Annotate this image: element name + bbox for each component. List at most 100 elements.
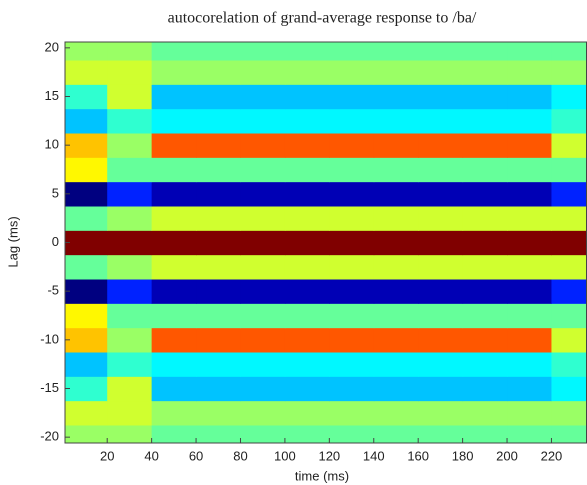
heatmap-cell bbox=[418, 157, 464, 183]
heatmap-cell bbox=[284, 327, 330, 353]
heatmap-cell bbox=[551, 206, 587, 231]
heatmap-cell bbox=[107, 351, 153, 377]
heatmap-cell bbox=[329, 157, 375, 183]
heatmap-cell bbox=[507, 230, 552, 256]
heatmap-cell bbox=[151, 303, 197, 329]
heatmap-cell bbox=[65, 84, 108, 110]
heatmap-cell bbox=[196, 133, 241, 158]
heatmap-cell bbox=[65, 303, 108, 329]
heatmap-cell bbox=[507, 84, 552, 110]
heatmap-cell bbox=[107, 42, 153, 61]
heatmap-cell bbox=[65, 42, 108, 61]
heatmap-cell bbox=[462, 157, 508, 183]
heatmap-cell bbox=[151, 376, 197, 402]
heatmap-cell bbox=[462, 400, 508, 426]
heatmap-cell bbox=[151, 157, 197, 183]
heatmap-cell bbox=[151, 108, 197, 134]
heatmap-cell bbox=[507, 254, 552, 280]
heatmap-cell bbox=[373, 400, 419, 426]
heatmap-cell bbox=[240, 424, 286, 443]
heatmap-cell bbox=[107, 181, 153, 207]
heatmap-cell bbox=[240, 181, 286, 207]
heatmap-cell bbox=[65, 206, 108, 231]
y-tick-label: 10 bbox=[45, 137, 59, 152]
x-tick-label: 180 bbox=[452, 448, 474, 463]
x-tick-label: 120 bbox=[318, 448, 340, 463]
heatmap-cell bbox=[551, 133, 587, 158]
heatmap-cell bbox=[196, 400, 241, 426]
heatmap-cell bbox=[462, 278, 508, 304]
heatmap-cell bbox=[507, 108, 552, 134]
heatmap-cell bbox=[196, 108, 241, 134]
heatmap-cell bbox=[418, 206, 464, 231]
heatmap-cell bbox=[240, 303, 286, 329]
heatmap-cell bbox=[462, 60, 508, 85]
heatmap-cell bbox=[551, 157, 587, 183]
heatmap-cell bbox=[551, 60, 587, 85]
heatmap-cell bbox=[507, 376, 552, 402]
x-tick-label: 80 bbox=[233, 448, 247, 463]
heatmap-cell bbox=[373, 108, 419, 134]
heatmap-cell bbox=[418, 400, 464, 426]
heatmap-cell bbox=[462, 351, 508, 377]
heatmap-cell bbox=[418, 133, 464, 158]
heatmap-cell bbox=[507, 351, 552, 377]
y-tick-label: -20 bbox=[40, 429, 59, 444]
heatmap-cell bbox=[240, 60, 286, 85]
heatmap-cell bbox=[507, 206, 552, 231]
y-tick-label: -10 bbox=[40, 331, 59, 346]
heatmap-cell bbox=[284, 230, 330, 256]
heatmap-cell bbox=[284, 84, 330, 110]
y-tick-label: 15 bbox=[45, 88, 59, 103]
heatmap-cell bbox=[329, 303, 375, 329]
heatmap-cell bbox=[65, 157, 108, 183]
heatmap-cell bbox=[151, 327, 197, 353]
heatmap-cell bbox=[551, 424, 587, 443]
heatmap-cell bbox=[240, 376, 286, 402]
heatmap-cell bbox=[418, 230, 464, 256]
heatmap-cell bbox=[65, 230, 108, 256]
heatmap-cell bbox=[329, 376, 375, 402]
heatmap-cell bbox=[329, 424, 375, 443]
heatmap-cell bbox=[151, 400, 197, 426]
heatmap-cell bbox=[551, 230, 587, 256]
heatmap-cell bbox=[373, 254, 419, 280]
heatmap-cell bbox=[329, 254, 375, 280]
heatmap-cell bbox=[284, 254, 330, 280]
heatmap-cell bbox=[240, 254, 286, 280]
heatmap-cell bbox=[373, 133, 419, 158]
heatmap-cell bbox=[462, 108, 508, 134]
heatmap-cell bbox=[551, 327, 587, 353]
heatmap-cell bbox=[462, 376, 508, 402]
chart-title: autocorelation of grand-average response… bbox=[168, 10, 477, 27]
heatmap-cell bbox=[284, 206, 330, 231]
heatmap-cell bbox=[284, 424, 330, 443]
heatmap-cell bbox=[65, 351, 108, 377]
heatmap-cell bbox=[196, 206, 241, 231]
heatmap-cell bbox=[507, 303, 552, 329]
heatmap-cell bbox=[107, 278, 153, 304]
heatmap-cell bbox=[284, 351, 330, 377]
heatmap-cell bbox=[65, 108, 108, 134]
heatmap-cell bbox=[151, 181, 197, 207]
heatmap-cell bbox=[551, 181, 587, 207]
heatmap-cell bbox=[329, 278, 375, 304]
x-tick-label: 220 bbox=[541, 448, 563, 463]
heatmap-cell bbox=[284, 133, 330, 158]
heatmap-cell bbox=[507, 181, 552, 207]
heatmap-cell bbox=[107, 400, 153, 426]
heatmap-cell bbox=[151, 84, 197, 110]
heatmap-cell bbox=[151, 254, 197, 280]
heatmap-cell bbox=[151, 424, 197, 443]
heatmap-cell bbox=[151, 230, 197, 256]
heatmap-cell bbox=[418, 60, 464, 85]
heatmap-cell bbox=[196, 424, 241, 443]
y-tick-label: -5 bbox=[47, 283, 59, 298]
heatmap-cell bbox=[196, 181, 241, 207]
heatmap-cell bbox=[196, 157, 241, 183]
heatmap-cell bbox=[551, 351, 587, 377]
heatmap-cell bbox=[329, 327, 375, 353]
heatmap-cell bbox=[551, 278, 587, 304]
heatmap-cell bbox=[507, 42, 552, 61]
heatmap-cell bbox=[418, 424, 464, 443]
